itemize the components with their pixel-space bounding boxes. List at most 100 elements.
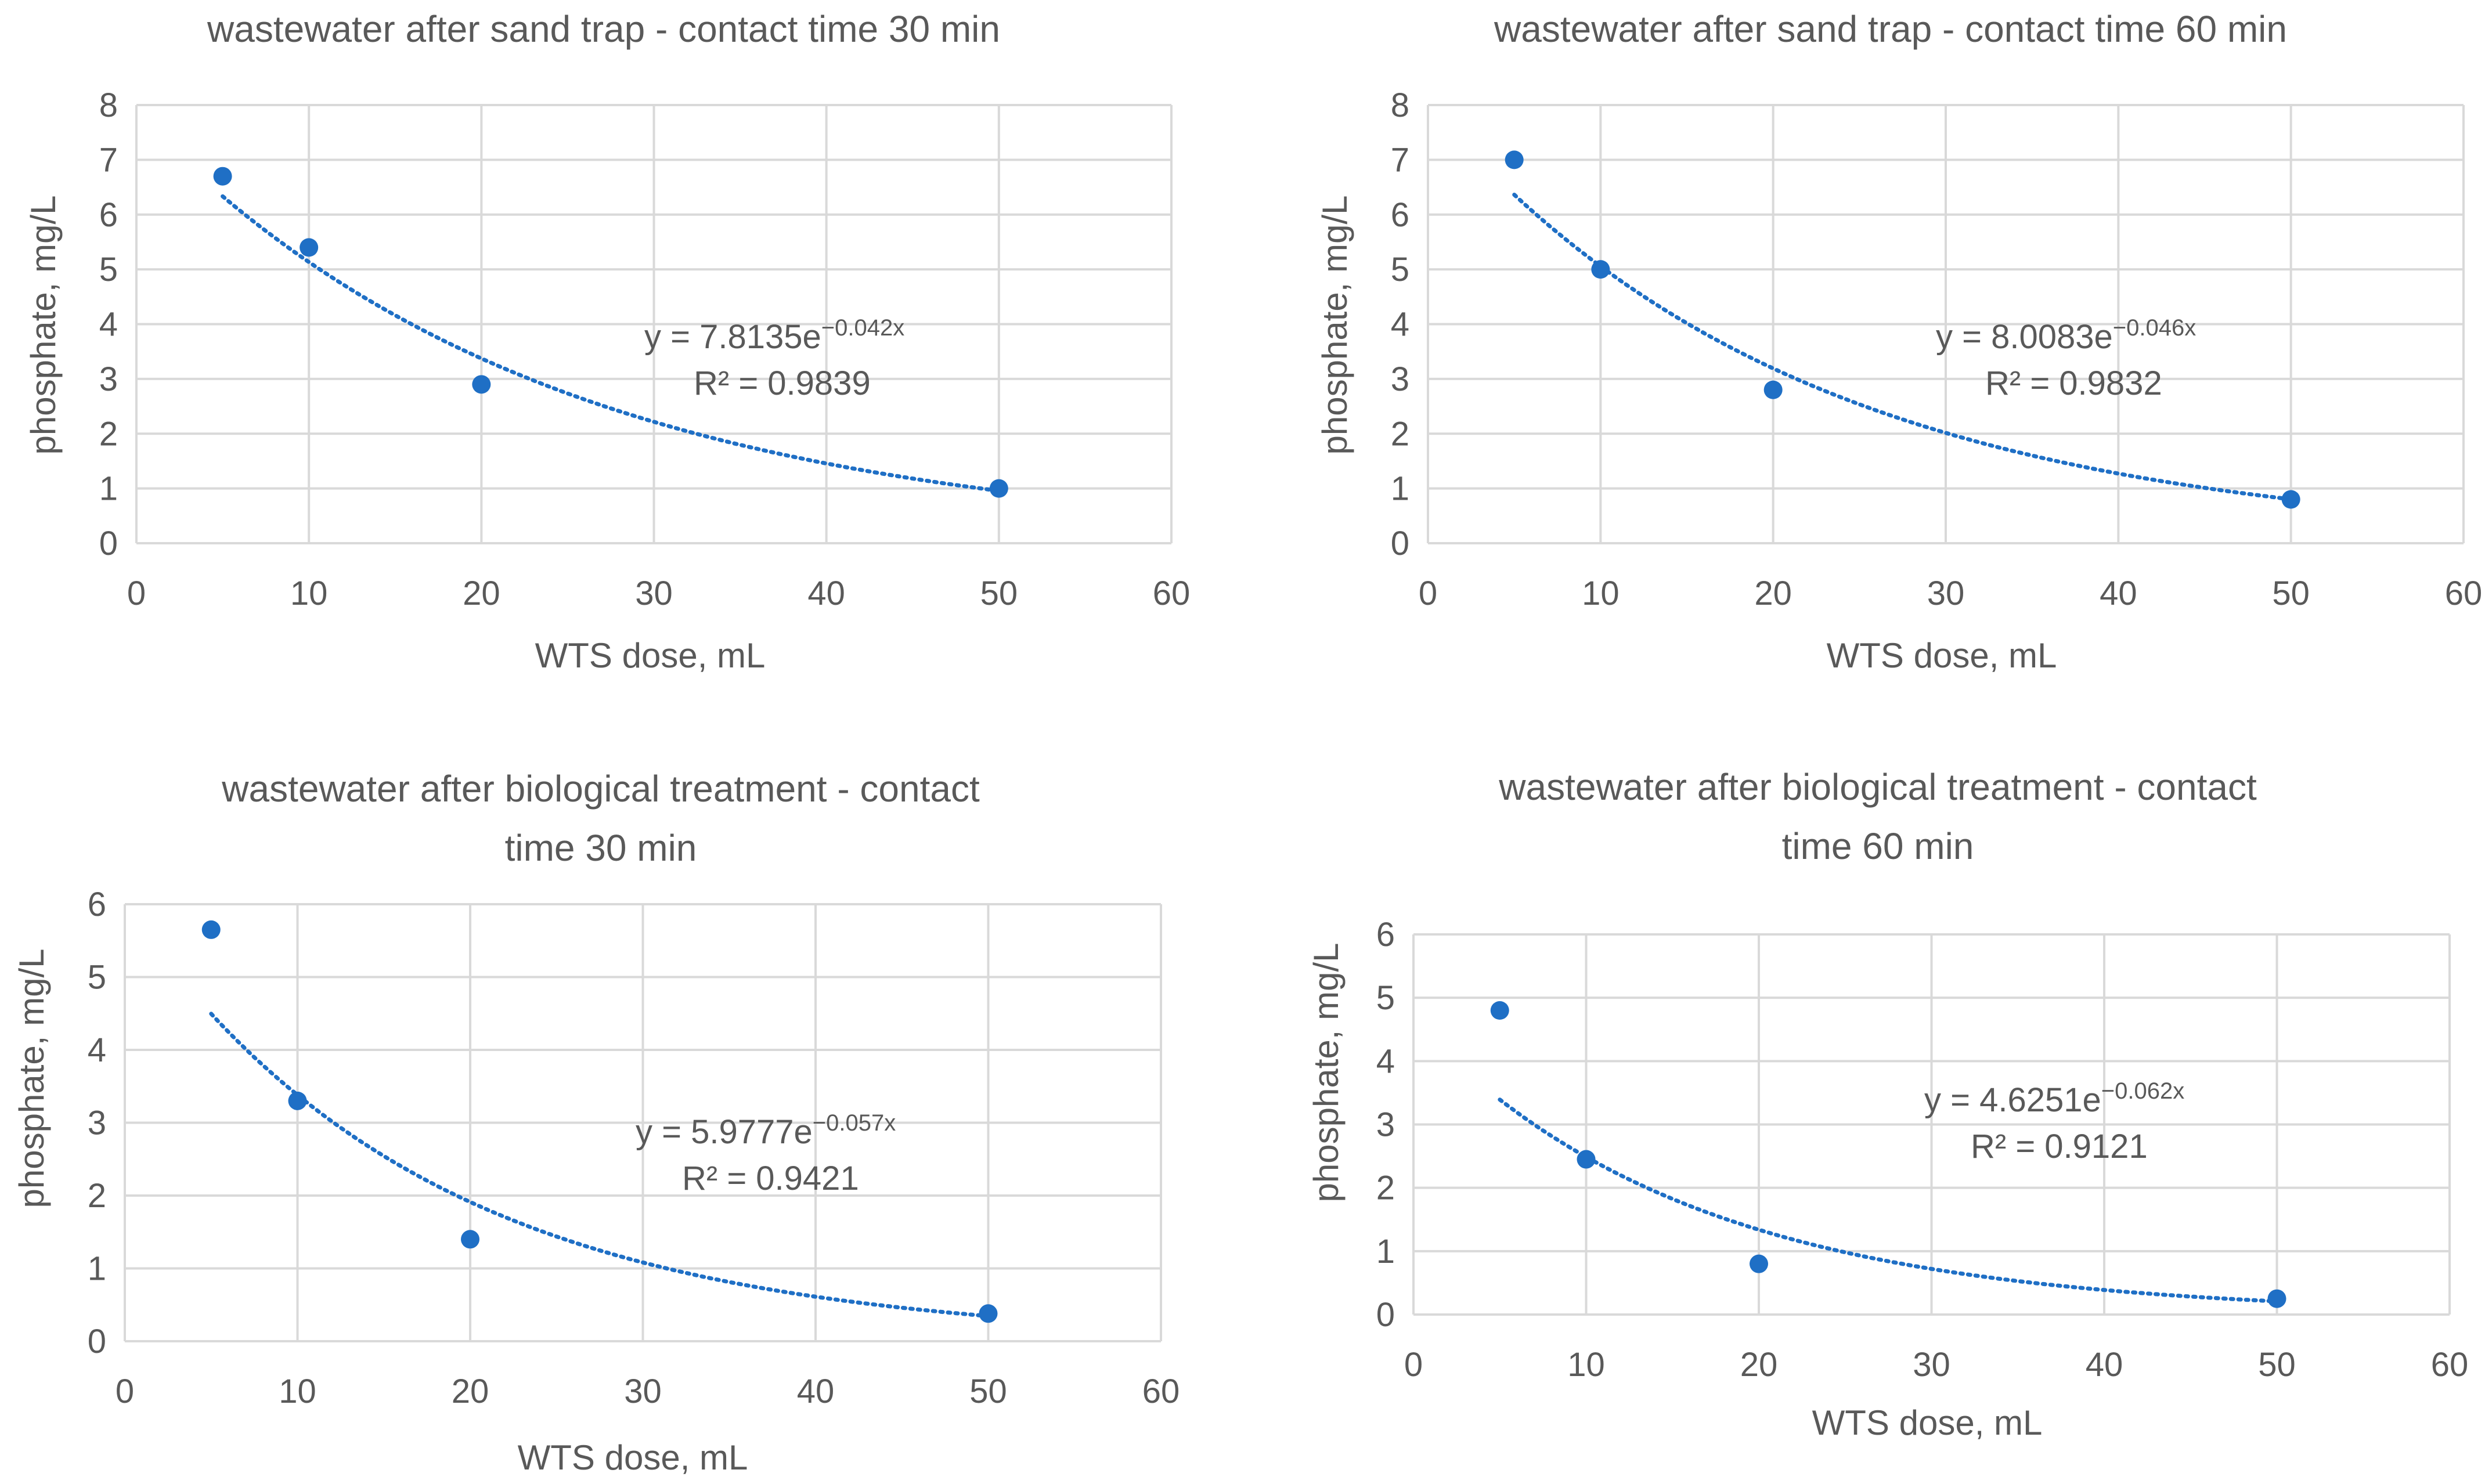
x-axis-label: WTS dose, mL xyxy=(535,636,766,675)
trendline xyxy=(209,1012,990,1319)
x-axis-label: WTS dose, mL xyxy=(1812,1403,2043,1442)
y-tick-label: 3 xyxy=(88,1104,106,1142)
y-tick-label: 2 xyxy=(1376,1169,1395,1207)
trend-equation: y = 4.6251e−0.062x xyxy=(1924,1078,2184,1119)
chart-title-line: wastewater after biological treatment - … xyxy=(221,768,980,810)
x-tick-label: 50 xyxy=(2272,575,2310,612)
chart-panel-2: wastewater after sand trap - contact tim… xyxy=(1315,8,2483,675)
chart-title-line: wastewater after biological treatment - … xyxy=(1498,766,2257,808)
y-tick-label: 4 xyxy=(88,1031,106,1069)
x-tick-label: 40 xyxy=(797,1373,835,1410)
y-tick-label: 3 xyxy=(1376,1106,1395,1144)
x-tick-label: 40 xyxy=(2100,575,2137,612)
data-point xyxy=(201,920,221,939)
chart-panel-4: wastewater after biological treatment - … xyxy=(1307,766,2469,1442)
trendline xyxy=(1512,193,2293,501)
x-tick-label: 10 xyxy=(1567,1346,1605,1384)
x-tick-label: 10 xyxy=(279,1373,316,1410)
data-point xyxy=(979,1304,998,1323)
y-tick-label: 1 xyxy=(1376,1233,1395,1270)
r-squared-label: R² = 0.9839 xyxy=(694,364,871,402)
chart-panel-1: wastewater after sand trap - contact tim… xyxy=(24,8,1191,675)
x-tick-label: 0 xyxy=(1404,1346,1423,1384)
x-axis-label: WTS dose, mL xyxy=(1827,636,2057,675)
data-point xyxy=(1750,1254,1768,1273)
data-point xyxy=(461,1230,479,1249)
x-tick-label: 20 xyxy=(1754,575,1792,612)
data-point xyxy=(1763,380,1783,399)
x-tick-label: 30 xyxy=(624,1373,662,1410)
chart-title-line: wastewater after sand trap - contact tim… xyxy=(1494,8,2287,50)
chart-title: wastewater after sand trap - contact tim… xyxy=(1494,8,2287,50)
y-tick-label: 5 xyxy=(1376,979,1395,1017)
data-point xyxy=(472,375,491,394)
data-point xyxy=(1591,260,1610,279)
chart-title-line: time 60 min xyxy=(1782,825,1974,867)
y-tick-label: 6 xyxy=(1391,196,1409,234)
y-tick-label: 2 xyxy=(88,1177,106,1215)
data-point xyxy=(989,479,1008,498)
x-tick-label: 30 xyxy=(1913,1346,1950,1384)
data-point xyxy=(1577,1150,1596,1169)
y-tick-label: 7 xyxy=(99,141,118,179)
x-tick-label: 30 xyxy=(635,575,673,612)
x-tick-label: 0 xyxy=(1419,575,1437,612)
x-tick-label: 60 xyxy=(2431,1346,2469,1384)
chart-panel-3: wastewater after biological treatment - … xyxy=(12,768,1180,1477)
x-tick-label: 20 xyxy=(463,575,500,612)
trend-equation: y = 7.8135e−0.042x xyxy=(644,315,904,356)
chart-title: wastewater after sand trap - contact tim… xyxy=(207,8,1000,50)
y-tick-label: 0 xyxy=(88,1323,106,1360)
y-tick-label: 4 xyxy=(1376,1042,1395,1080)
y-axis-label: phosphate, mg/L xyxy=(12,949,51,1208)
y-tick-label: 0 xyxy=(1376,1296,1395,1334)
data-point xyxy=(300,238,319,257)
y-tick-label: 4 xyxy=(99,306,118,344)
r-squared-label: R² = 0.9421 xyxy=(682,1160,859,1197)
y-tick-label: 1 xyxy=(88,1250,106,1288)
y-tick-label: 6 xyxy=(1376,916,1395,954)
x-axis-label: WTS dose, mL xyxy=(518,1438,748,1477)
y-tick-label: 5 xyxy=(99,251,118,288)
data-point xyxy=(2267,1289,2286,1308)
y-tick-label: 3 xyxy=(1391,360,1409,398)
trendline xyxy=(1498,1097,2279,1304)
y-tick-label: 0 xyxy=(1391,525,1409,562)
x-tick-label: 50 xyxy=(2258,1346,2296,1384)
r-squared-label: R² = 0.9832 xyxy=(1985,364,2162,402)
y-tick-label: 2 xyxy=(1391,415,1409,453)
y-axis-label: phosphate, mg/L xyxy=(24,196,63,455)
y-tick-label: 1 xyxy=(1391,470,1409,508)
trend-equation: y = 5.9777e−0.057x xyxy=(636,1110,896,1151)
y-axis-label: phosphate, mg/L xyxy=(1307,943,1346,1203)
y-tick-label: 4 xyxy=(1391,306,1409,344)
y-tick-label: 8 xyxy=(1391,86,1409,124)
x-tick-label: 20 xyxy=(452,1373,489,1410)
x-tick-label: 50 xyxy=(969,1373,1007,1410)
x-tick-label: 10 xyxy=(290,575,328,612)
x-tick-label: 30 xyxy=(1927,575,1965,612)
y-tick-label: 1 xyxy=(99,470,118,508)
x-tick-label: 60 xyxy=(2445,575,2483,612)
x-tick-label: 60 xyxy=(1153,575,1191,612)
y-tick-label: 2 xyxy=(99,415,118,453)
x-tick-label: 0 xyxy=(127,575,146,612)
chart-title-line: wastewater after sand trap - contact tim… xyxy=(207,8,1000,50)
y-tick-label: 6 xyxy=(88,886,106,923)
chart-title: wastewater after biological treatment - … xyxy=(1498,766,2257,867)
y-axis-label: phosphate, mg/L xyxy=(1315,196,1354,455)
y-tick-label: 8 xyxy=(99,86,118,124)
data-point xyxy=(2281,490,2300,509)
chart-title: wastewater after biological treatment - … xyxy=(221,768,980,869)
x-tick-label: 40 xyxy=(807,575,845,612)
data-point xyxy=(1505,150,1524,169)
x-tick-label: 40 xyxy=(2086,1346,2123,1384)
data-point xyxy=(288,1091,307,1110)
y-tick-label: 5 xyxy=(1391,251,1409,288)
x-tick-label: 0 xyxy=(116,1373,134,1410)
r-squared-label: R² = 0.9121 xyxy=(1971,1128,2148,1165)
y-tick-label: 7 xyxy=(1391,141,1409,179)
y-tick-label: 5 xyxy=(88,959,106,996)
y-tick-label: 3 xyxy=(99,360,118,398)
trend-equation: y = 8.0083e−0.046x xyxy=(1936,315,2196,356)
